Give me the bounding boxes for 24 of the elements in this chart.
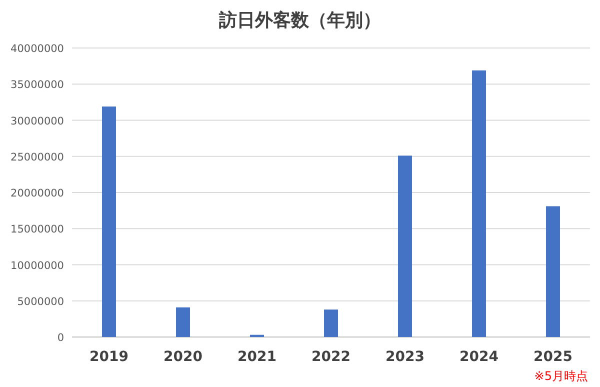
bar	[102, 106, 116, 337]
bar	[546, 206, 560, 337]
x-tick-label: 2024	[460, 349, 499, 365]
y-tick-label: 40000000	[10, 43, 64, 55]
y-tick-label: 15000000	[10, 224, 64, 236]
chart-title: 訪日外客数（年別）	[218, 10, 381, 31]
text: ※5月時点	[534, 369, 588, 383]
x-tick-label: 2020	[164, 349, 203, 365]
y-tick-label: 10000000	[10, 260, 64, 272]
bar	[472, 70, 486, 337]
bar	[176, 307, 190, 337]
x-tick-label: 2023	[386, 349, 424, 365]
x-tick-label: 2021	[238, 349, 276, 365]
y-tick-label: 20000000	[10, 188, 64, 200]
y-tick-label: 5000000	[17, 296, 64, 308]
x-tick-label: 2019	[90, 349, 128, 365]
y-tick-label: 30000000	[10, 115, 64, 128]
x-tick-label: 2022	[312, 349, 350, 365]
y-tick-label: 25000000	[10, 151, 64, 164]
y-tick-label: 0	[57, 332, 64, 344]
bar	[324, 310, 338, 337]
bar	[398, 156, 412, 337]
x-tick-label: 2025	[534, 349, 572, 365]
y-tick-label: 35000000	[10, 79, 64, 92]
